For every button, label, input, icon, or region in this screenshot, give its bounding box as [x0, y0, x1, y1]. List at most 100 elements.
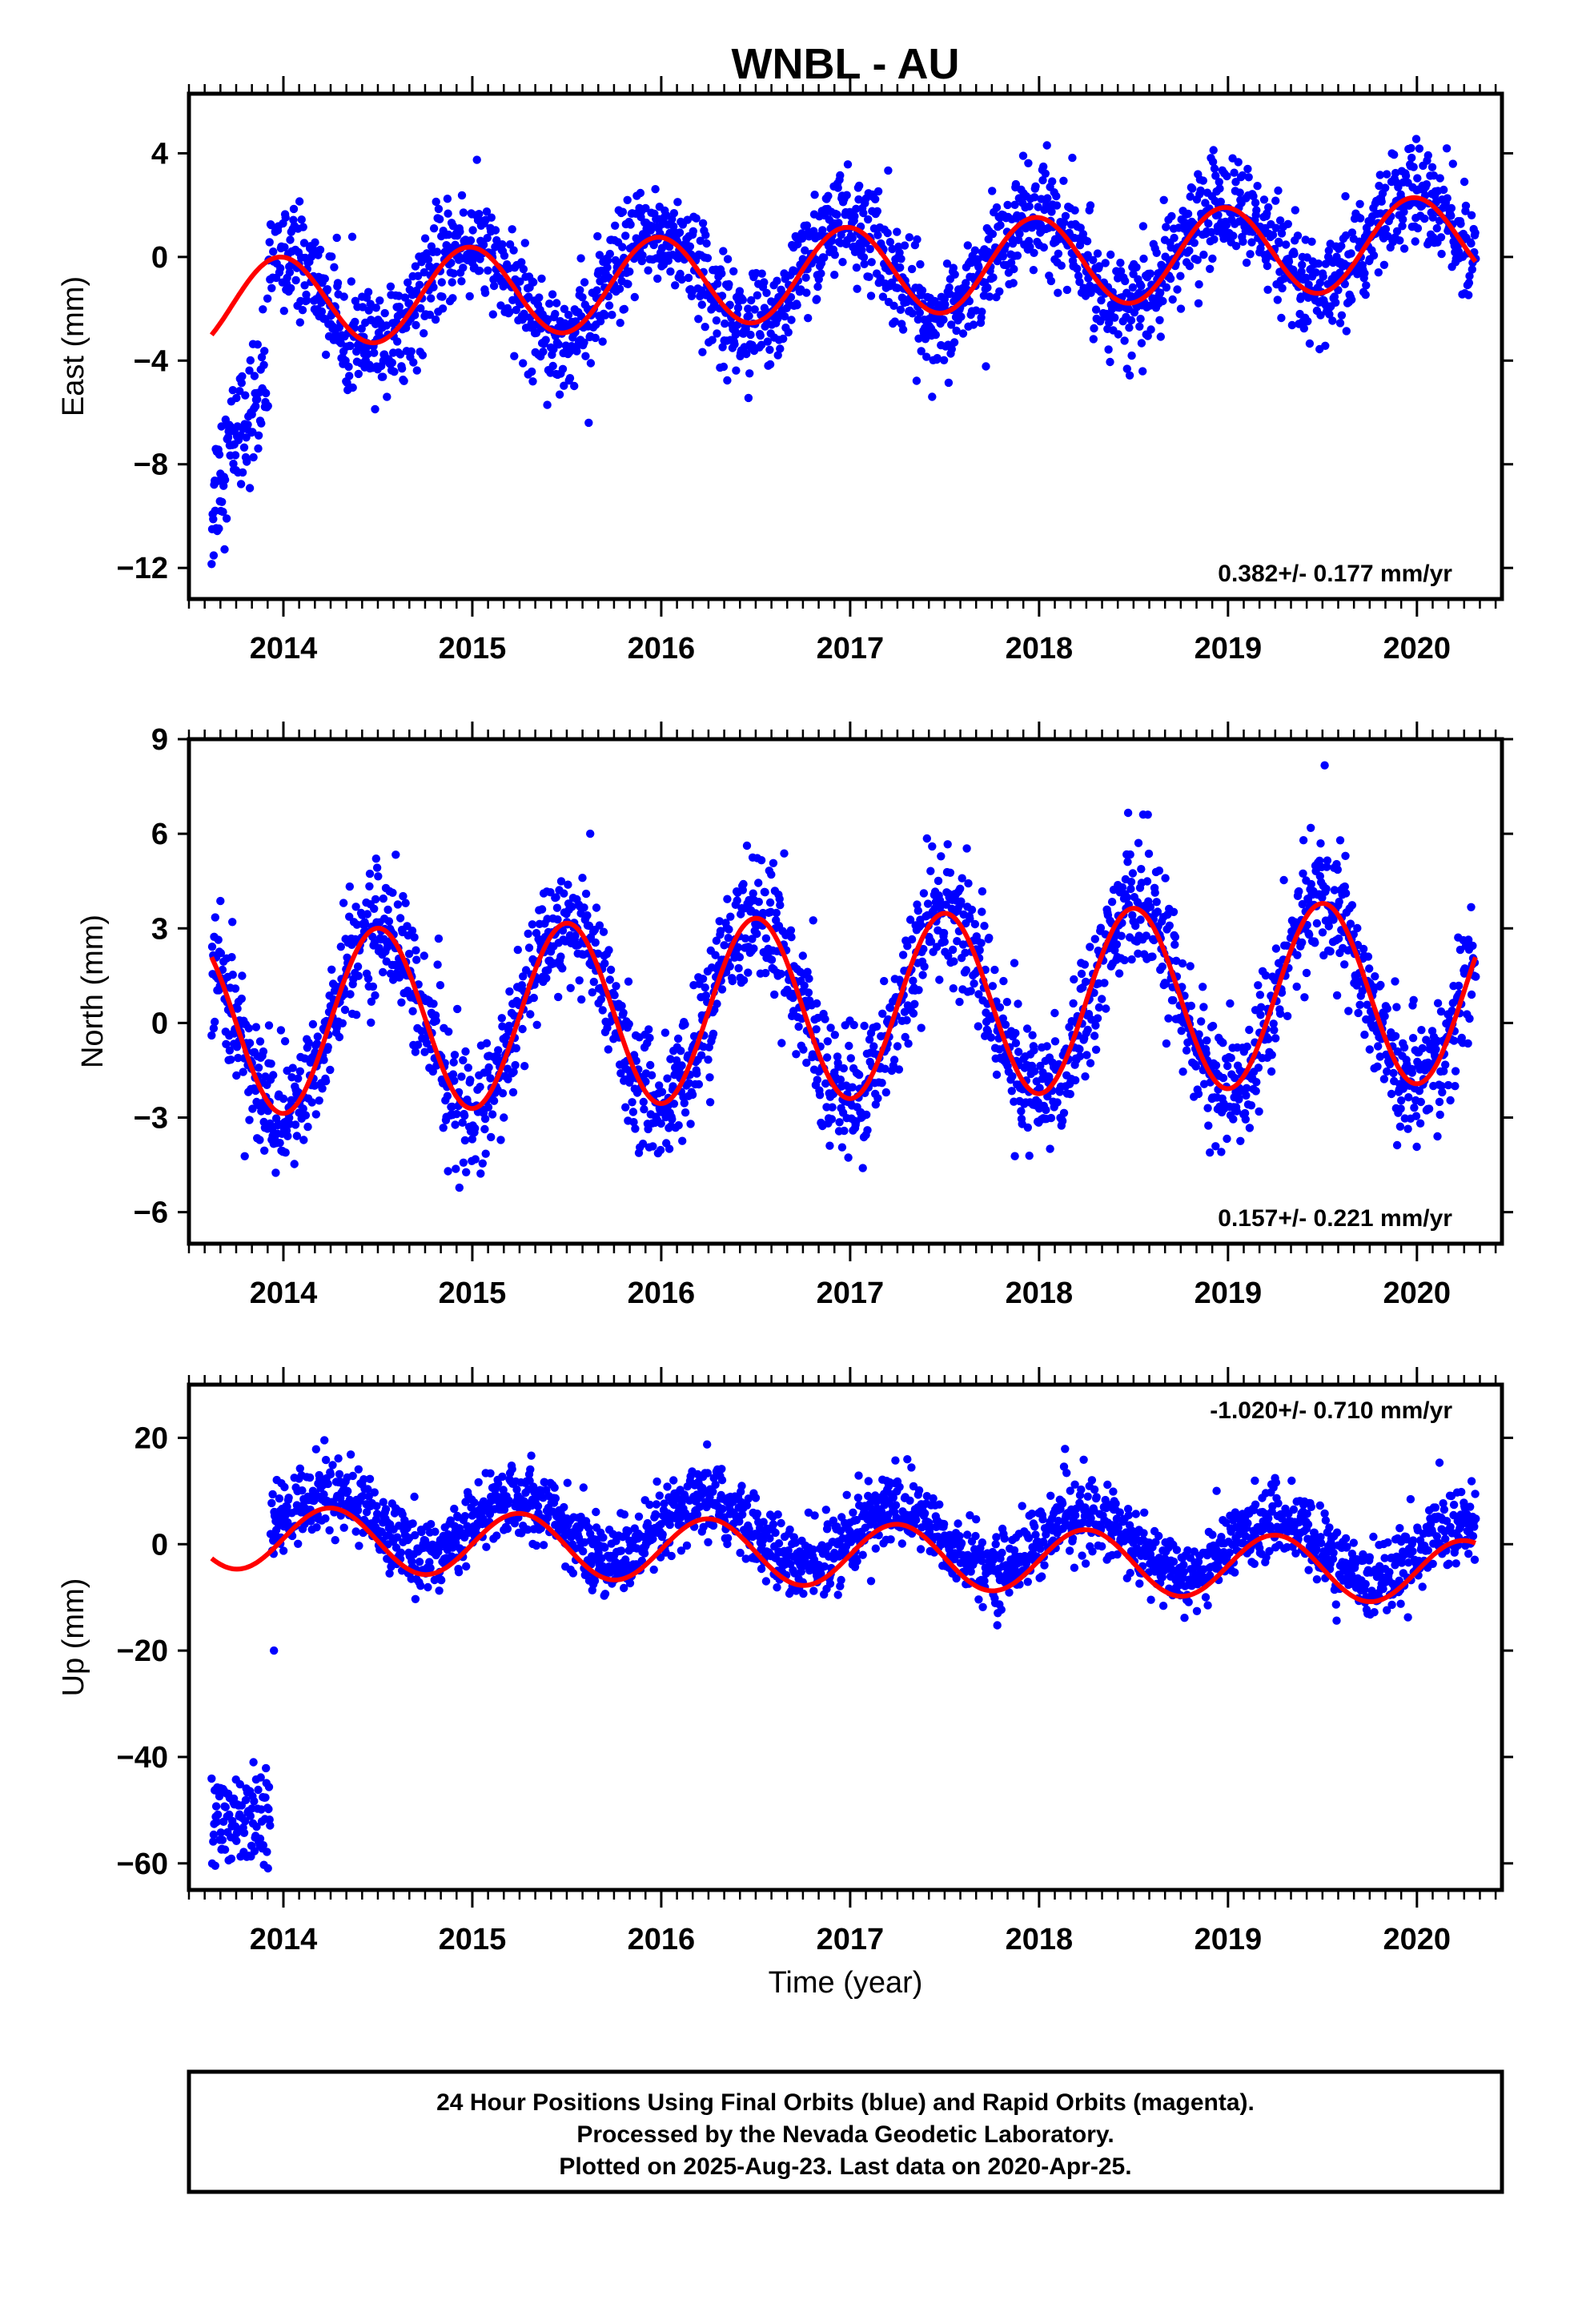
data-point: [1170, 233, 1178, 243]
data-point: [1159, 195, 1168, 204]
data-point: [1341, 191, 1350, 201]
data-point: [638, 251, 647, 259]
data-point: [928, 392, 937, 401]
data-point: [889, 301, 898, 310]
data-point: [365, 869, 375, 879]
data-point: [407, 347, 416, 356]
data-point: [384, 917, 394, 926]
data-point: [312, 1039, 322, 1048]
data-point: [728, 976, 737, 986]
data-point: [858, 1164, 867, 1172]
data-point: [1211, 1142, 1220, 1151]
data-point: [673, 198, 682, 207]
data-point: [624, 1019, 633, 1029]
data-point: [980, 922, 989, 931]
data-point: [211, 1802, 221, 1811]
data-point: [391, 850, 400, 859]
data-point: [1454, 981, 1464, 991]
data-point: [950, 270, 959, 279]
data-point: [593, 231, 602, 241]
data-point: [641, 203, 650, 213]
data-point: [1413, 223, 1423, 233]
data-point: [747, 296, 756, 305]
data-point: [1143, 810, 1152, 819]
data-point: [940, 937, 950, 947]
data-point: [553, 915, 562, 924]
data-point: [1039, 162, 1048, 171]
data-point: [448, 294, 457, 303]
data-point: [603, 1023, 612, 1032]
data-point: [432, 247, 442, 256]
data-point: [1018, 151, 1028, 160]
data-point: [1030, 1067, 1039, 1076]
data-point: [343, 378, 351, 388]
data-point: [1070, 206, 1079, 215]
data-point: [693, 1069, 701, 1078]
data-point: [1080, 960, 1090, 969]
data-point: [1252, 1078, 1261, 1087]
data-point: [487, 1132, 496, 1142]
data-point: [749, 889, 757, 898]
data-point: [1170, 932, 1180, 942]
data-point: [1058, 1116, 1067, 1126]
data-point: [909, 976, 917, 985]
data-point: [489, 1096, 499, 1105]
data-point: [1278, 283, 1287, 293]
data-point: [797, 234, 807, 243]
data-point: [681, 1108, 690, 1117]
x-tick-label: 2020: [1383, 632, 1452, 665]
data-point: [411, 262, 420, 271]
data-point: [214, 935, 223, 944]
data-point: [1273, 296, 1283, 304]
data-point: [1290, 249, 1299, 259]
data-point: [677, 1061, 686, 1070]
data-point: [1082, 1051, 1091, 1059]
data-point: [1110, 313, 1119, 322]
data-point: [1010, 959, 1019, 967]
data-point: [1409, 163, 1418, 171]
data-point: [1014, 999, 1022, 1008]
data-point: [1052, 201, 1062, 210]
data-point: [267, 283, 276, 292]
data-point: [1377, 197, 1386, 206]
data-point: [331, 330, 340, 339]
data-point: [353, 962, 363, 971]
data-point: [1209, 146, 1218, 155]
data-point: [939, 356, 949, 364]
data-point: [805, 974, 813, 983]
data-point: [1017, 1107, 1026, 1116]
data-point: [836, 171, 845, 180]
data-point: [1223, 1134, 1231, 1144]
data-point: [260, 347, 269, 356]
data-point: [719, 362, 729, 372]
data-point: [1282, 240, 1291, 249]
data-point: [207, 943, 217, 951]
data-point: [1117, 931, 1126, 940]
data-point: [1076, 223, 1085, 232]
data-point: [422, 1039, 432, 1048]
data-point: [1359, 944, 1368, 954]
data-point: [928, 842, 937, 851]
data-point: [1468, 265, 1477, 274]
data-point: [1208, 254, 1217, 263]
data-point: [962, 279, 970, 287]
data-point: [1135, 322, 1144, 331]
data-point: [905, 915, 915, 924]
data-point: [649, 240, 658, 250]
data-point: [1316, 311, 1325, 320]
data-point: [438, 304, 448, 313]
data-point: [744, 968, 753, 977]
data-point: [249, 452, 258, 462]
data-point: [975, 946, 984, 955]
data-point: [1125, 324, 1134, 332]
data-point: [730, 340, 739, 349]
data-point: [1210, 235, 1219, 244]
data-point: [753, 291, 762, 300]
data-point: [1094, 262, 1104, 271]
data-point: [970, 919, 980, 929]
data-point: [595, 921, 604, 930]
data-point: [1100, 979, 1109, 987]
data-point: [1203, 1104, 1212, 1112]
data-point: [992, 203, 1002, 212]
data-point: [361, 920, 370, 929]
